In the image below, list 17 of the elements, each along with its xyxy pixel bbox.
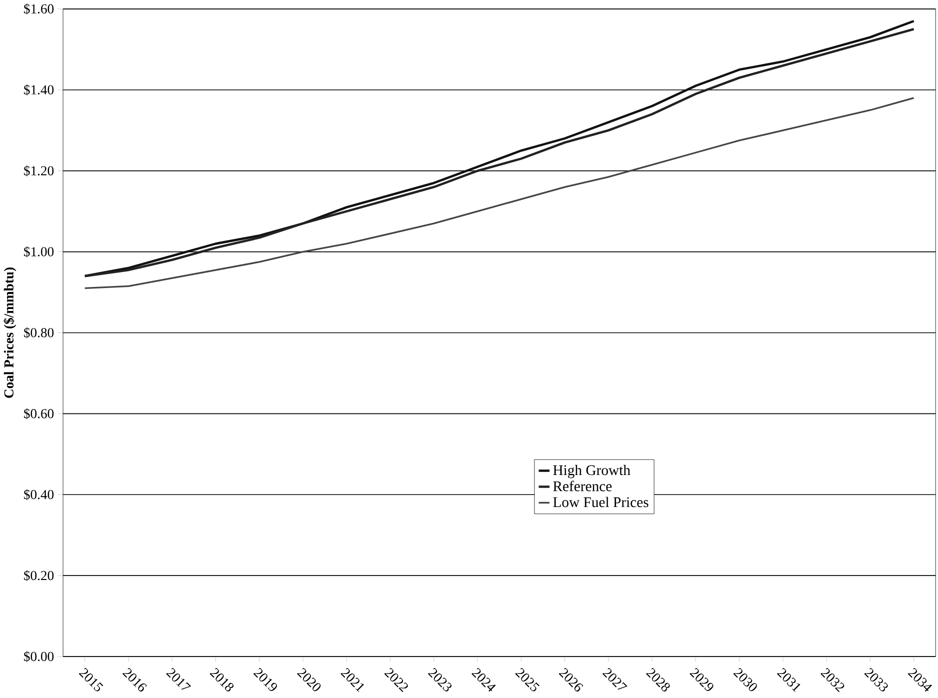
x-tick-label: 2029 (690, 668, 714, 692)
y-tick-label: $0.40 (24, 489, 54, 500)
legend-label: Reference (553, 480, 612, 492)
y-tick-label: $0.20 (24, 570, 54, 582)
y-tick-label: $0.60 (24, 408, 54, 420)
y-axis-title: Coal Prices ($/mmbtu) (3, 268, 16, 398)
x-tick-label: 2027 (602, 668, 628, 690)
y-tick-label: $1.40 (24, 84, 54, 96)
x-tick-label: 2017 (166, 668, 191, 690)
legend-label: High Growth (553, 464, 630, 478)
y-tick-label: $0.80 (24, 327, 54, 338)
x-tick-label: 2019 (253, 668, 277, 692)
y-tick-label: $1.00 (24, 246, 54, 258)
legend-label: Low Fuel Prices (553, 496, 648, 508)
y-tick-label: $1.60 (24, 4, 54, 15)
y-tick-label: $1.20 (24, 166, 54, 176)
y-tick-label: $0.00 (24, 651, 54, 662)
